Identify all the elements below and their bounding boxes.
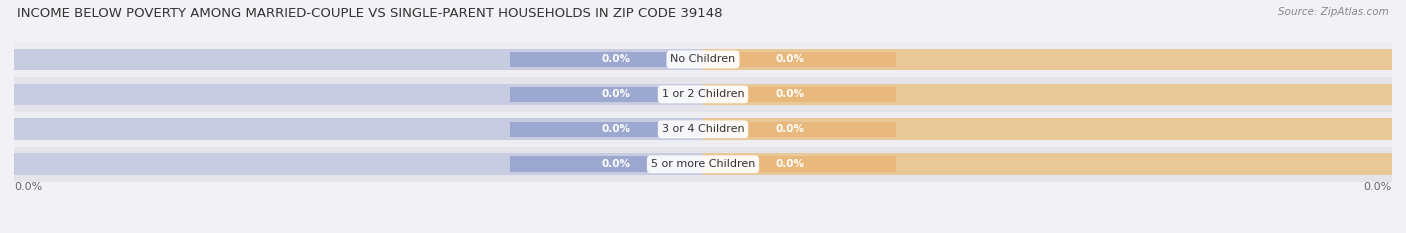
- Text: 0.0%: 0.0%: [602, 89, 631, 99]
- Text: INCOME BELOW POVERTY AMONG MARRIED-COUPLE VS SINGLE-PARENT HOUSEHOLDS IN ZIP COD: INCOME BELOW POVERTY AMONG MARRIED-COUPL…: [17, 7, 723, 20]
- Bar: [14, 154, 703, 175]
- Bar: [703, 87, 896, 102]
- Bar: [14, 84, 703, 105]
- Bar: [14, 118, 703, 140]
- Text: Source: ZipAtlas.com: Source: ZipAtlas.com: [1278, 7, 1389, 17]
- Bar: [703, 84, 1392, 105]
- Text: 0.0%: 0.0%: [602, 124, 631, 134]
- Text: 1 or 2 Children: 1 or 2 Children: [662, 89, 744, 99]
- Bar: [14, 49, 703, 70]
- Bar: [14, 42, 1392, 77]
- Bar: [510, 122, 703, 137]
- Bar: [14, 112, 1392, 147]
- Text: 0.0%: 0.0%: [775, 89, 804, 99]
- Bar: [14, 147, 1392, 182]
- Bar: [703, 118, 1392, 140]
- Text: 0.0%: 0.0%: [775, 124, 804, 134]
- Text: 0.0%: 0.0%: [14, 182, 42, 192]
- Text: 0.0%: 0.0%: [602, 159, 631, 169]
- Bar: [703, 122, 896, 137]
- Bar: [510, 157, 703, 172]
- Bar: [510, 87, 703, 102]
- Text: 0.0%: 0.0%: [602, 55, 631, 64]
- Bar: [703, 49, 1392, 70]
- Text: 0.0%: 0.0%: [775, 159, 804, 169]
- Bar: [510, 52, 703, 67]
- Bar: [703, 52, 896, 67]
- Text: 3 or 4 Children: 3 or 4 Children: [662, 124, 744, 134]
- Text: 5 or more Children: 5 or more Children: [651, 159, 755, 169]
- Bar: [703, 154, 1392, 175]
- Bar: [14, 77, 1392, 112]
- Text: 0.0%: 0.0%: [1364, 182, 1392, 192]
- Bar: [703, 157, 896, 172]
- Text: No Children: No Children: [671, 55, 735, 64]
- Text: 0.0%: 0.0%: [775, 55, 804, 64]
